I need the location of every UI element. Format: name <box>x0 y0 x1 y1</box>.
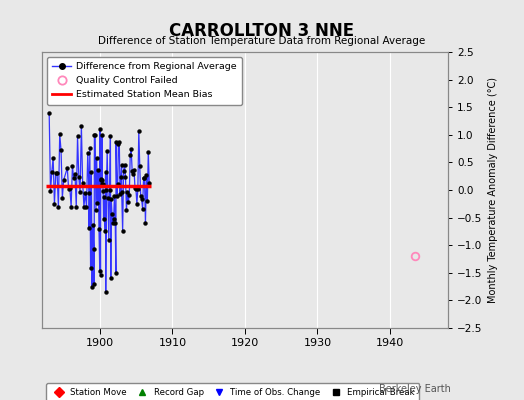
Legend: Station Move, Record Gap, Time of Obs. Change, Empirical Break: Station Move, Record Gap, Time of Obs. C… <box>46 383 419 400</box>
Text: Berkeley Earth: Berkeley Earth <box>379 384 451 394</box>
Text: Difference of Station Temperature Data from Regional Average: Difference of Station Temperature Data f… <box>99 36 425 46</box>
Text: CARROLLTON 3 NNE: CARROLLTON 3 NNE <box>169 22 355 40</box>
Y-axis label: Monthly Temperature Anomaly Difference (°C): Monthly Temperature Anomaly Difference (… <box>488 77 498 303</box>
